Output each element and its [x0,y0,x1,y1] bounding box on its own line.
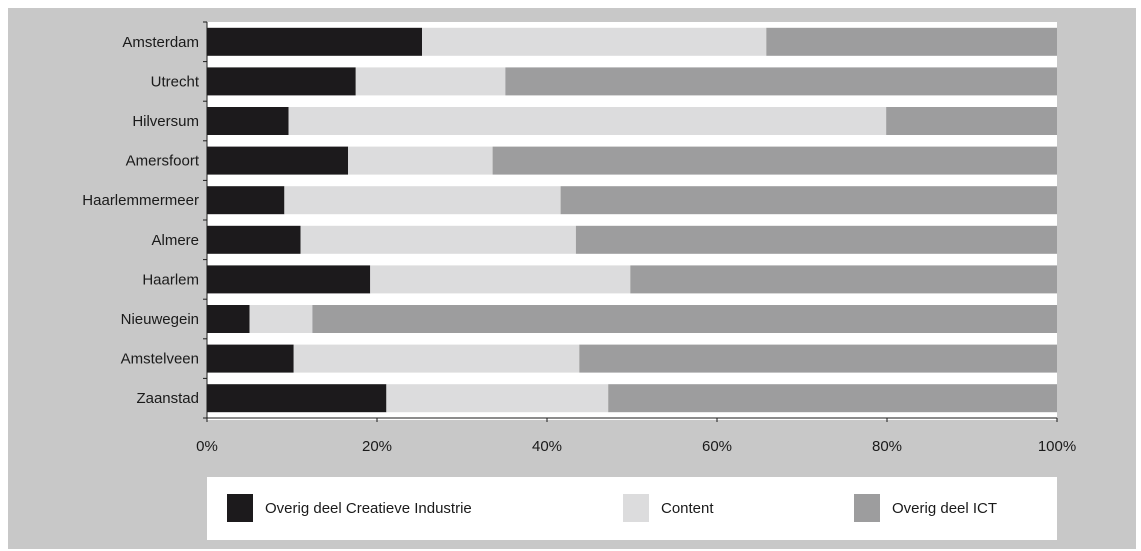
bar-segment [288,107,887,135]
y-tick-label: Amstelveen [121,351,199,368]
legend-item: Overig deel Creatieve Industrie [227,492,472,524]
bar-segment [300,225,576,254]
bar-segment [505,67,1058,96]
bar-segment [766,27,1057,56]
bar-segment [207,344,294,373]
bar-segment [348,146,493,175]
bar-segment [579,344,1057,373]
bar-segment [207,384,387,413]
x-tick-label: 60% [702,438,732,455]
legend-swatch [227,494,253,522]
y-tick-label: Utrecht [151,73,200,90]
legend-item: Overig deel ICT [854,492,997,524]
y-tick-label: Haarlem [142,271,199,288]
legend-label: Content [661,499,714,517]
legend: Overig deel Creatieve Industrie Content Ov… [207,477,1057,540]
bar-segment [608,384,1057,413]
bars-group [207,27,1058,413]
bar-segment [422,27,767,56]
legend-swatch [854,494,880,522]
legend-item: Content [623,492,714,524]
bar-segment [207,107,289,135]
bar-segment [207,225,301,254]
x-tick-label: 20% [362,438,392,455]
legend-label: Overig deel ICT [892,499,998,517]
bar-segment [249,305,313,333]
bar-segment [560,186,1057,215]
bar-segment [207,265,371,294]
bar-segment [370,265,631,294]
x-tick-label: 40% [532,438,562,455]
legend-label: Overig deel Creatieve Industrie [265,499,472,517]
bar-segment [293,344,580,373]
bar-segment [575,225,1057,254]
y-tick-label: Zaanstad [136,390,199,407]
y-axis-labels: Amsterdam Utrecht Hilversum Amersfoort Haarl… [82,34,200,407]
y-tick-label: Hilversum [132,113,199,130]
y-tick-label: Almere [151,232,199,249]
bar-segment [207,305,250,333]
y-tick-label: Amsterdam [122,34,199,51]
y-tick-label: Amersfoort [126,153,200,170]
y-tick-label: Haarlemmermeer [82,192,199,209]
x-tick-label: 0% [196,438,218,455]
bar-segment [207,27,423,56]
bar-segment [207,67,356,96]
bar-segment [207,146,349,175]
bar-segment [284,186,561,215]
bar-segment [207,186,285,215]
bar-segment [312,305,1057,333]
legend-swatch [623,494,649,522]
y-tick-label: Nieuwegein [121,311,199,328]
x-axis: 0% 20% 40% 60% 80% 100% [196,21,1076,455]
bar-segment [492,146,1058,175]
bar-segment [386,384,609,413]
x-tick-label: 100% [1038,438,1076,455]
bar-segment [630,265,1057,294]
bar-segment [355,67,506,96]
bar-segment [886,107,1057,135]
x-tick-label: 80% [872,438,902,455]
